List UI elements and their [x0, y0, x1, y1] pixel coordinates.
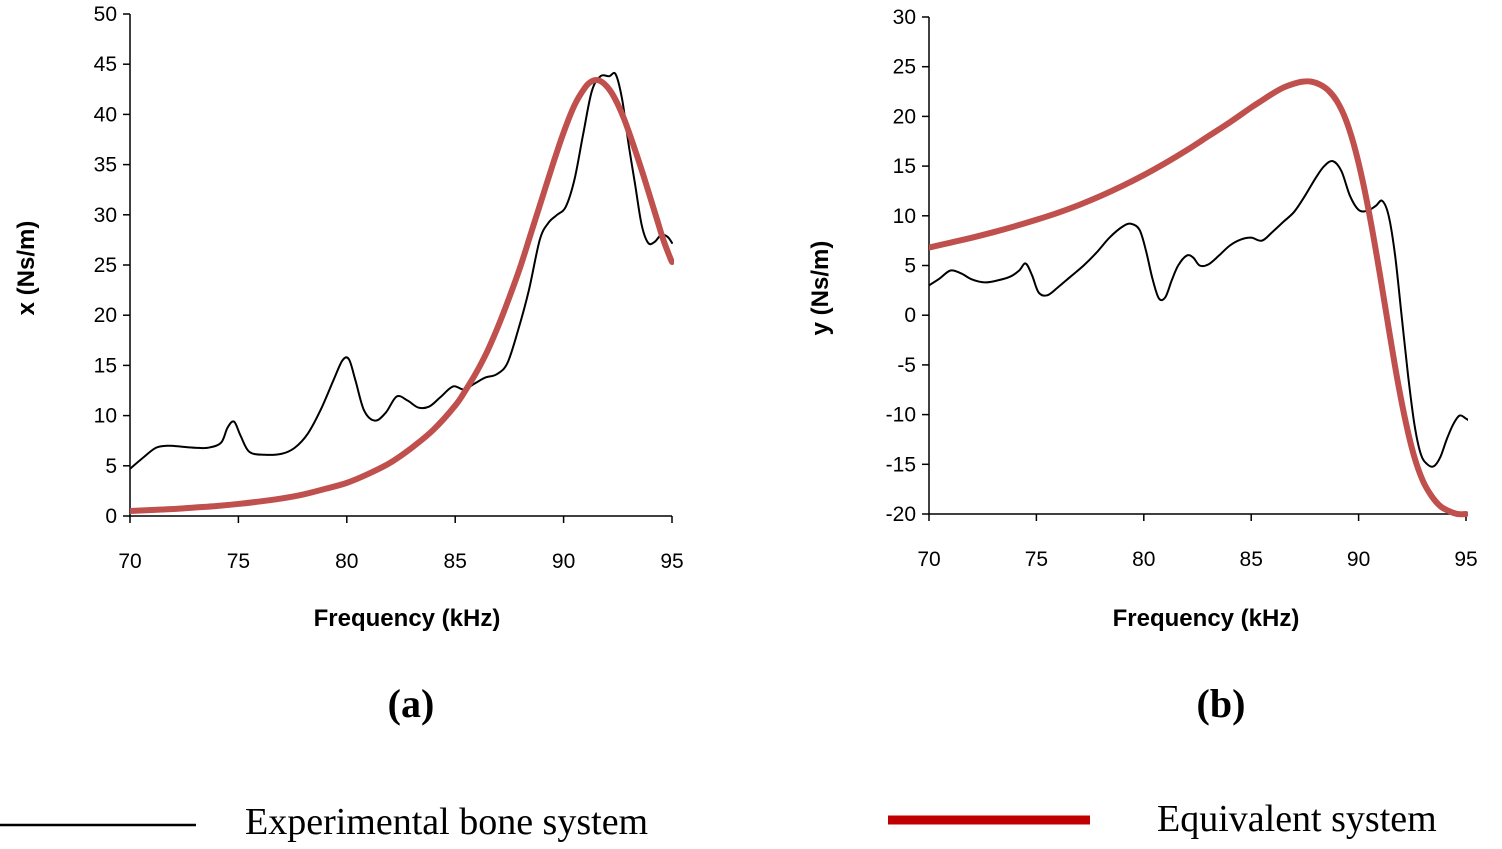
- chart-b: Frequency (kHz) y (Ns/m) (b) -20 -15 -10 -5…: [807, 6, 1478, 726]
- chart-a-ytick-label: 5: [105, 455, 117, 478]
- chart-a-ytick-label: 45: [94, 53, 117, 76]
- chart-b-ytick-label: -15: [886, 453, 916, 476]
- chart-b-ytick-label: 20: [893, 105, 916, 128]
- chart-a-ytick-label: 25: [94, 254, 117, 277]
- chart-b-ytick-label: -5: [897, 354, 916, 377]
- chart-b-ytick-label: 0: [904, 304, 916, 327]
- chart-a-ylabel: x (Ns/m): [13, 221, 40, 316]
- chart-b-series-equivalent-system: [929, 78, 1468, 518]
- chart-a-panel-label: (a): [388, 681, 435, 726]
- chart-b-panel-label: (b): [1197, 681, 1246, 726]
- chart-a-ytick-label: 40: [94, 103, 117, 126]
- chart-b-xtick-label: 95: [1454, 548, 1477, 571]
- chart-a: Frequency (kHz) x (Ns/m) (a) 0 5 10 15 20 25 3…: [13, 3, 684, 726]
- chart-b-series-experimental-bone-system: [929, 159, 1468, 468]
- chart-a-ytick-label: 50: [94, 3, 117, 26]
- chart-b-ylabel: y (Ns/m): [807, 241, 834, 336]
- chart-a-xlabel: Frequency (kHz): [314, 605, 501, 632]
- chart-a-xtick-label: 90: [552, 550, 575, 573]
- chart-b-xtick-label: 70: [917, 548, 940, 571]
- chart-a-xtick-label: 75: [227, 550, 250, 573]
- chart-b-xtick-label: 90: [1347, 548, 1370, 571]
- chart-a-ytick-label: 20: [94, 304, 117, 327]
- chart-b-ytick-label: -20: [886, 503, 916, 526]
- legend-label-experimental: Experimental bone system: [245, 801, 648, 843]
- chart-b-ytick-label: 25: [893, 56, 916, 79]
- chart-b-xtick-label: 80: [1132, 548, 1155, 571]
- legend-label-equivalent: Equivalent system: [1157, 798, 1437, 840]
- chart-a-ytick-label: 30: [94, 204, 117, 227]
- chart-a-ytick-label: 0: [105, 505, 117, 528]
- chart-b-ytick-label: 30: [893, 6, 916, 29]
- chart-b-ytick-label: 15: [893, 155, 916, 178]
- chart-a-series-equivalent-system: [130, 77, 674, 514]
- chart-a-xtick-label: 95: [660, 550, 683, 573]
- chart-a-series-experimental-bone-system: [130, 71, 673, 470]
- chart-a-ytick-label: 15: [94, 354, 117, 377]
- chart-b-xtick-label: 75: [1025, 548, 1048, 571]
- chart-b-xtick-label: 85: [1240, 548, 1263, 571]
- chart-b-ytick-label: -10: [886, 404, 916, 427]
- chart-a-xtick-label: 70: [118, 550, 141, 573]
- chart-a-xtick-label: 85: [444, 550, 467, 573]
- chart-a-xtick-label: 80: [335, 550, 358, 573]
- chart-b-ytick-label: 5: [904, 255, 916, 278]
- chart-a-ytick-label: 10: [94, 405, 117, 428]
- legend: Experimental bone system Equivalent syst…: [0, 798, 1437, 843]
- chart-b-ytick-label: 10: [893, 205, 916, 228]
- chart-a-ytick-label: 35: [94, 154, 117, 177]
- chart-b-xlabel: Frequency (kHz): [1113, 605, 1300, 632]
